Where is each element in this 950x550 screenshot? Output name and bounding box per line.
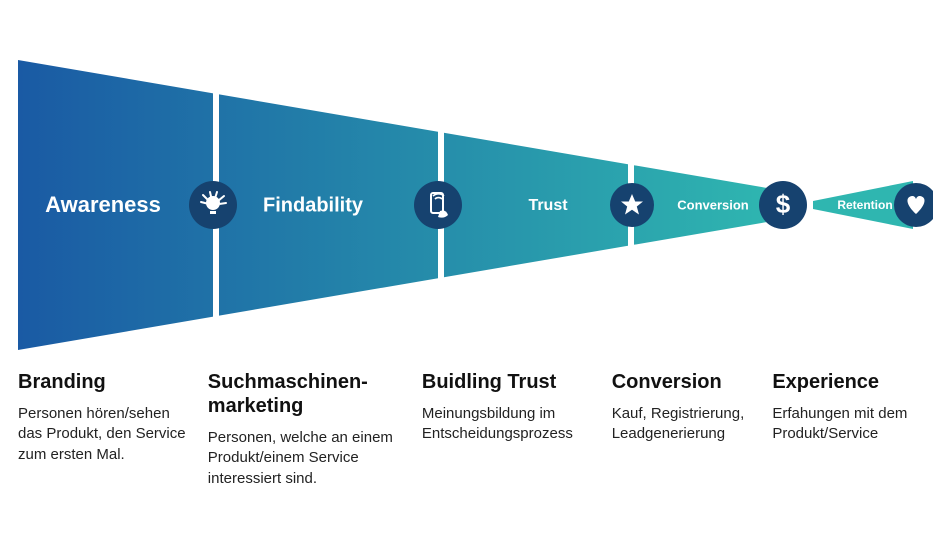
- caption-title: Conversion: [612, 370, 763, 394]
- caption-title: Suchmaschinen- marketing: [208, 370, 412, 418]
- captions-row: Branding Personen hören/sehen das Produkt…: [18, 370, 933, 489]
- dollar-icon: $: [759, 181, 807, 229]
- caption-title: Buidling Trust: [422, 370, 602, 394]
- phone-hand-icon: [414, 181, 462, 229]
- funnel-label-conversion: Conversion: [677, 197, 749, 212]
- caption-4: Experience Erfahungen mit dem Produkt/Ser…: [772, 370, 933, 489]
- caption-3: Conversion Kauf, Registrierung, Leadgener…: [612, 370, 773, 489]
- funnel-label-trust: Trust: [528, 197, 568, 214]
- funnel-label-awareness: Awareness: [45, 192, 161, 217]
- funnel-label-retention: Retention: [837, 198, 892, 212]
- lightbulb-icon: [189, 181, 237, 229]
- caption-title: Experience: [772, 370, 923, 394]
- svg-text:$: $: [776, 189, 791, 219]
- star-icon: [610, 183, 654, 227]
- caption-0: Branding Personen hören/sehen das Produkt…: [18, 370, 208, 489]
- funnel-diagram: Awareness Findability Trust Conversion $ Rete…: [18, 60, 933, 350]
- caption-body: Kauf, Registrierung, Leadgenerierung: [612, 404, 763, 445]
- funnel-label-findability: Findability: [263, 194, 364, 216]
- caption-title: Branding: [18, 370, 198, 394]
- caption-body: Erfahungen mit dem Produkt/Service: [772, 404, 923, 445]
- caption-2: Buidling Trust Meinungsbildung im Entsche…: [422, 370, 612, 489]
- caption-body: Personen hören/sehen das Produkt, den Se…: [18, 404, 198, 465]
- caption-1: Suchmaschinen- marketing Personen, welche…: [208, 370, 422, 489]
- caption-body: Personen, welche an einem Produkt/einem …: [208, 428, 412, 489]
- caption-body: Meinungsbildung im Entscheidungsprozess: [422, 404, 602, 445]
